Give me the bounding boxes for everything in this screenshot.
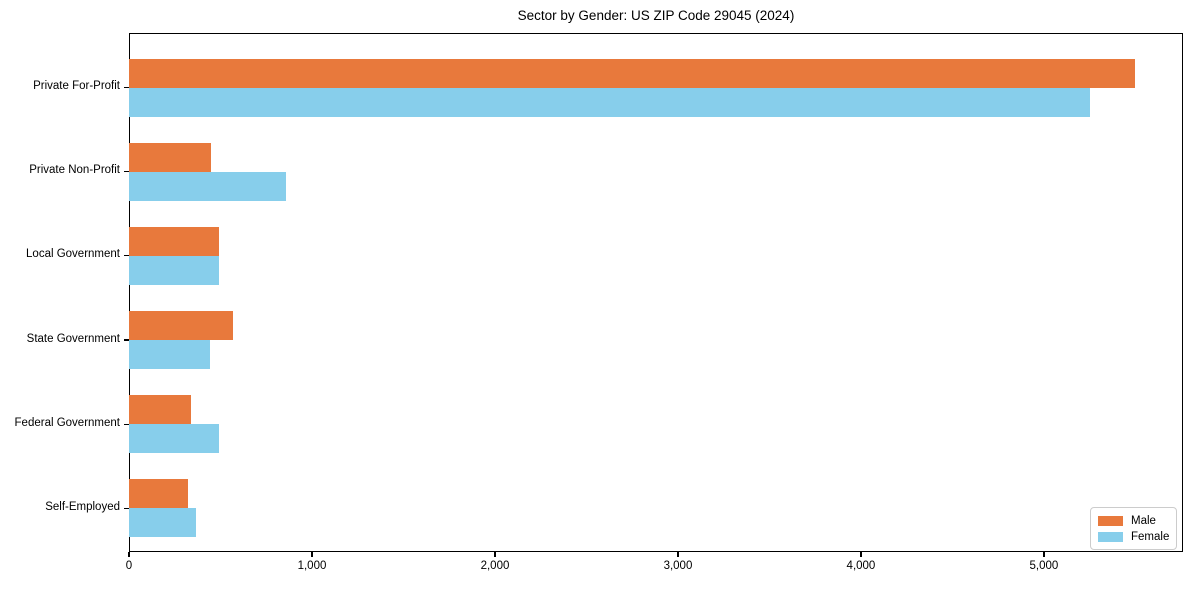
x-tick-mark bbox=[128, 552, 130, 557]
bar-male-3 bbox=[129, 311, 234, 341]
bar-male-0 bbox=[129, 58, 1136, 88]
x-tick-label: 2,000 bbox=[480, 560, 510, 572]
bar-male-4 bbox=[129, 395, 192, 425]
y-tick-label: Self-Employed bbox=[45, 500, 120, 513]
y-tick-mark bbox=[124, 255, 129, 257]
x-tick-mark bbox=[311, 552, 313, 557]
y-tick-label: Federal Government bbox=[14, 416, 120, 429]
x-tick-label: 4,000 bbox=[846, 560, 876, 572]
y-tick-label: Private Non-Profit bbox=[29, 164, 120, 177]
bar-female-2 bbox=[129, 255, 219, 285]
bar-female-3 bbox=[129, 340, 210, 370]
female-series-swatch bbox=[1098, 532, 1123, 542]
x-tick-label: 5,000 bbox=[1029, 560, 1059, 572]
x-tick-label: 1,000 bbox=[297, 560, 327, 572]
legend: Male Female bbox=[1090, 507, 1177, 550]
bar-male-2 bbox=[129, 226, 219, 256]
bar-female-4 bbox=[129, 424, 219, 454]
x-tick-mark bbox=[494, 552, 496, 557]
x-tick-mark bbox=[1043, 552, 1045, 557]
y-tick-mark bbox=[124, 171, 129, 173]
x-tick-label: 0 bbox=[125, 560, 133, 572]
x-tick-label: 3,000 bbox=[663, 560, 693, 572]
chart-title: Sector by Gender: US ZIP Code 29045 (202… bbox=[517, 8, 795, 23]
legend-label-male: Male bbox=[1131, 515, 1156, 527]
bar-male-5 bbox=[129, 479, 188, 509]
bar-male-1 bbox=[129, 142, 212, 172]
x-tick-mark bbox=[677, 552, 679, 557]
male-series-swatch bbox=[1098, 516, 1123, 526]
bar-female-0 bbox=[129, 87, 1090, 117]
bar-female-1 bbox=[129, 171, 287, 201]
plot-area bbox=[129, 33, 1183, 552]
y-tick-mark bbox=[124, 339, 129, 341]
y-tick-mark bbox=[124, 423, 129, 425]
legend-item-female: Female bbox=[1098, 529, 1169, 545]
legend-label-female: Female bbox=[1131, 531, 1170, 543]
bar-female-5 bbox=[129, 508, 196, 538]
y-tick-mark bbox=[124, 507, 129, 509]
y-tick-label: Private For-Profit bbox=[33, 80, 120, 93]
y-tick-mark bbox=[124, 87, 129, 89]
legend-item-male: Male bbox=[1098, 513, 1169, 529]
y-tick-label: State Government bbox=[26, 332, 120, 345]
y-tick-label: Local Government bbox=[26, 248, 120, 261]
x-tick-mark bbox=[860, 552, 862, 557]
